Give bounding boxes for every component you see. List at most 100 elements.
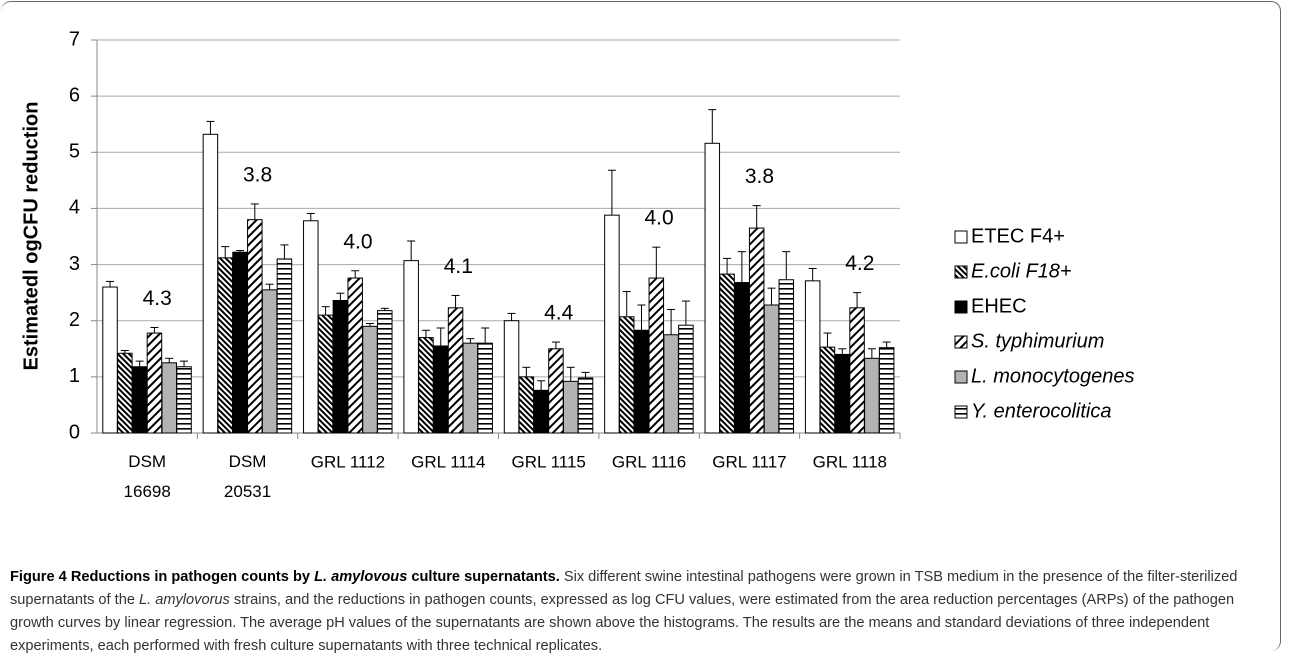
bar bbox=[176, 366, 192, 434]
y-tick-label: 1 bbox=[69, 365, 80, 387]
x-tick-label: DSM 16698 bbox=[124, 452, 171, 501]
error-bar bbox=[165, 357, 174, 363]
error-bar bbox=[767, 287, 776, 305]
bar bbox=[261, 289, 278, 434]
bar bbox=[577, 377, 594, 434]
x-tick-label: GRL 1115 bbox=[512, 452, 586, 471]
legend-swatch bbox=[954, 335, 968, 349]
error-bar bbox=[306, 212, 315, 221]
bar bbox=[362, 325, 378, 434]
caption-text: Six different swine intestinal pathogens… bbox=[10, 569, 1238, 608]
bar bbox=[403, 260, 419, 434]
error-bar bbox=[466, 338, 475, 344]
error-bar bbox=[581, 371, 590, 378]
error-bar bbox=[551, 341, 560, 349]
bar bbox=[518, 376, 535, 434]
bar bbox=[347, 277, 363, 434]
ph-label: 4.0 bbox=[644, 207, 673, 230]
error-bar bbox=[838, 348, 847, 355]
error-bar bbox=[622, 291, 631, 317]
y-tick-label: 4 bbox=[69, 197, 80, 219]
bar bbox=[377, 310, 393, 434]
x-tick-label: GRL 1114 bbox=[411, 452, 485, 471]
bar bbox=[477, 342, 493, 434]
error-bar bbox=[681, 300, 690, 326]
error-bar bbox=[280, 244, 289, 259]
error-bar bbox=[351, 270, 360, 279]
error-bar bbox=[507, 312, 516, 321]
legend-label: Y. enterocolitica bbox=[971, 400, 1111, 422]
bar bbox=[102, 286, 118, 434]
legend-label: S. typhimurium bbox=[971, 330, 1104, 352]
bar bbox=[202, 133, 219, 434]
caption-text: Figure 4 Reductions in pathogen counts b… bbox=[10, 569, 315, 585]
legend-swatch bbox=[954, 370, 968, 384]
error-bar bbox=[120, 349, 129, 354]
error-bar bbox=[365, 323, 374, 327]
error-bar bbox=[321, 306, 330, 316]
x-tick-label: GRL 1118 bbox=[813, 452, 887, 471]
error-bar bbox=[135, 360, 144, 367]
bar bbox=[161, 362, 177, 434]
error-bar bbox=[407, 240, 416, 261]
error-bar bbox=[537, 380, 546, 391]
chart: Estimatedl ogCFU reduction 0 1 2 3 4 5 6 7 DSM 16… bbox=[20, 28, 1134, 501]
error-bar bbox=[652, 246, 661, 279]
y-tick-label: 3 bbox=[69, 253, 80, 275]
legend-label: L. monocytogenes bbox=[971, 365, 1134, 387]
error-bar bbox=[708, 109, 717, 144]
bar bbox=[663, 334, 679, 434]
ph-label: 3.8 bbox=[745, 165, 774, 188]
error-bar bbox=[265, 283, 274, 290]
bar bbox=[834, 353, 851, 434]
legend-swatch bbox=[954, 300, 968, 314]
bar bbox=[562, 380, 579, 434]
error-bar bbox=[823, 332, 832, 348]
ph-label: 4.0 bbox=[343, 230, 372, 253]
bar bbox=[864, 357, 880, 434]
error-bar bbox=[481, 327, 490, 344]
error-bar bbox=[667, 308, 676, 335]
bar bbox=[618, 316, 635, 434]
error-bar bbox=[451, 294, 460, 308]
legend-swatch bbox=[954, 405, 968, 419]
bar bbox=[533, 389, 549, 434]
bar bbox=[678, 324, 694, 434]
bar bbox=[247, 219, 263, 434]
ph-label: 3.8 bbox=[243, 163, 272, 186]
bar bbox=[232, 251, 248, 434]
ph-label: 4.4 bbox=[544, 302, 574, 325]
caption-text: culture supernatants. bbox=[407, 569, 560, 585]
error-bar bbox=[421, 329, 430, 338]
bar bbox=[418, 337, 434, 434]
bar bbox=[131, 366, 148, 434]
error-bar bbox=[236, 250, 245, 253]
caption: Figure 4 Reductions in pathogen counts b… bbox=[10, 566, 1278, 657]
error-bar bbox=[853, 292, 862, 308]
error-bar bbox=[180, 360, 189, 367]
legend-label: E.coli F18+ bbox=[971, 260, 1072, 282]
bar bbox=[849, 307, 865, 434]
error-bar bbox=[752, 205, 761, 229]
bar bbox=[763, 304, 780, 434]
error-bar bbox=[106, 280, 115, 288]
bar bbox=[819, 346, 836, 434]
bar bbox=[548, 348, 564, 434]
error-bar bbox=[221, 246, 230, 258]
caption-text: L. amylovorus bbox=[139, 592, 230, 608]
bar bbox=[778, 279, 795, 434]
legend-swatch bbox=[954, 265, 968, 279]
x-tick-label: GRL 1116 bbox=[612, 452, 686, 471]
ph-label: 4.1 bbox=[444, 255, 473, 278]
error-bar bbox=[808, 268, 817, 281]
error-bar bbox=[150, 326, 159, 334]
bar bbox=[217, 257, 233, 434]
error-bar bbox=[336, 292, 345, 301]
error-bar bbox=[723, 257, 732, 275]
y-axis-label: Estimatedl ogCFU reduction bbox=[20, 102, 42, 371]
bar bbox=[704, 142, 721, 434]
caption-text: strains, and the reductions in pathogen … bbox=[10, 592, 1235, 654]
y-tick-label: 5 bbox=[69, 141, 80, 163]
error-bar bbox=[250, 203, 259, 220]
